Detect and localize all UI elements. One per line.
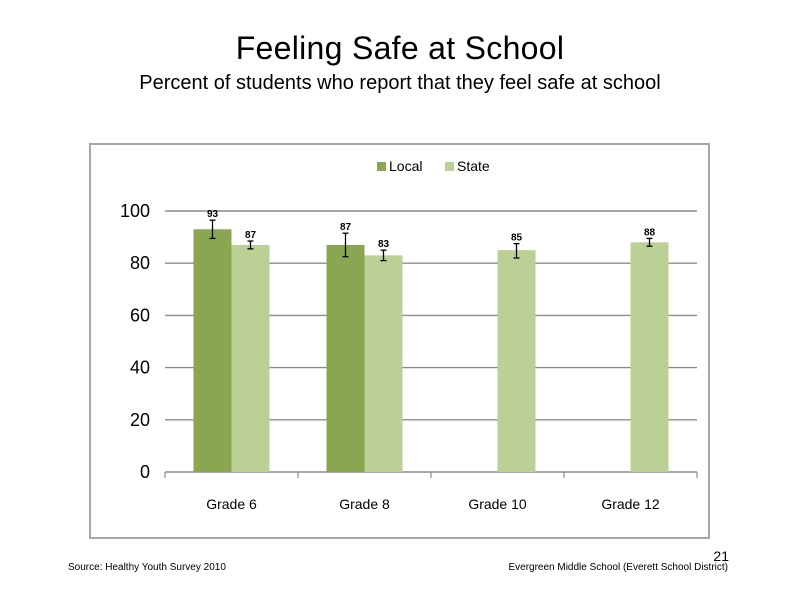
y-tick-label: 20 [130, 410, 150, 430]
legend-swatch-state [445, 162, 454, 171]
y-tick-label: 100 [120, 201, 150, 221]
y-tick-label: 40 [130, 358, 150, 378]
x-category-label: Grade 12 [601, 496, 660, 512]
legend-label-local: Local [389, 158, 422, 174]
chart-frame: 0 20 40 60 80 100 Grade 6 Grade 8 Grade 10 Grade … [89, 143, 710, 539]
data-label: 87 [340, 222, 352, 233]
y-tick-label: 60 [130, 305, 150, 325]
bar-state [497, 250, 536, 472]
x-category-label: Grade 6 [206, 496, 257, 512]
legend-swatch-local [377, 162, 386, 171]
chart-title: Feeling Safe at School [235, 30, 565, 66]
chart-subtitle: Percent of students who report that they… [139, 72, 661, 94]
data-label: 88 [644, 227, 656, 238]
bar-state [364, 255, 403, 472]
source-note: Source: Healthy Youth Survey 2010 [68, 562, 226, 573]
legend-label-state: State [457, 158, 490, 174]
data-label: 83 [378, 239, 390, 250]
y-tick-label: 80 [130, 253, 150, 273]
bar-state [231, 244, 270, 472]
bar-chart: 0 20 40 60 80 100 Grade 6 Grade 8 Grade 10 Grade … [120, 158, 698, 512]
bar-local [326, 244, 365, 472]
bar-state [630, 242, 669, 472]
data-label: 87 [245, 230, 257, 241]
bar-local [193, 229, 232, 472]
school-footer: Evergreen Middle School (Everett School … [508, 562, 728, 573]
data-label: 85 [511, 233, 523, 244]
data-label: 93 [207, 209, 219, 220]
page-number: 21 [713, 548, 729, 564]
y-tick-label: 0 [140, 462, 150, 482]
x-category-label: Grade 10 [468, 496, 527, 512]
x-category-label: Grade 8 [339, 496, 390, 512]
